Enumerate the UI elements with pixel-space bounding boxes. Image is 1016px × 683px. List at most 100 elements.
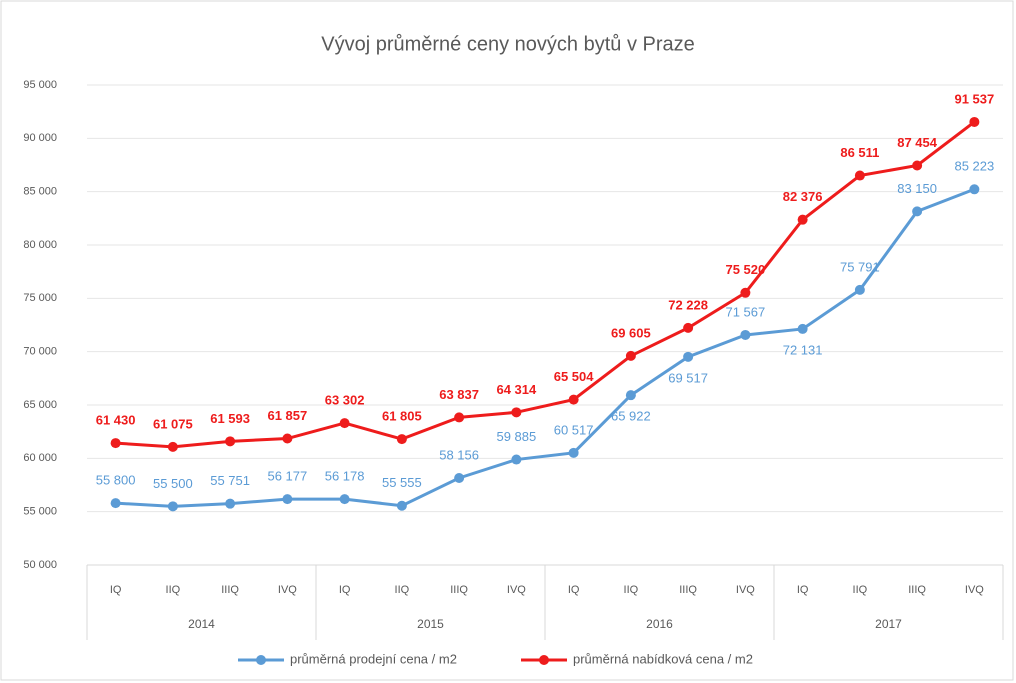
data-label: 61 857 [267, 408, 307, 423]
y-tick-label: 85 000 [23, 186, 57, 198]
x-tick-label: IVQ [507, 584, 526, 596]
data-label: 72 131 [783, 342, 823, 357]
x-tick-label: IIQ [166, 584, 181, 596]
data-label: 63 837 [439, 387, 479, 402]
x-tick-label: IQ [797, 584, 809, 596]
data-label: 61 430 [96, 413, 136, 428]
x-tick-label: IIQ [624, 584, 639, 596]
data-label: 59 885 [496, 429, 536, 444]
legend-label: průměrná prodejní cena / m2 [290, 651, 457, 666]
data-point [969, 116, 980, 127]
x-tick-label: IQ [568, 584, 580, 596]
x-tick-label: IVQ [278, 584, 297, 596]
series-line [115, 187, 975, 508]
data-label: 55 800 [96, 473, 136, 488]
data-label: 71 567 [725, 304, 765, 319]
data-point [110, 498, 121, 509]
data-label: 60 517 [554, 422, 594, 437]
data-label: 61 075 [153, 416, 193, 431]
x-group-label: 2017 [875, 617, 902, 631]
y-tick-label: 70 000 [23, 346, 57, 358]
data-label: 61 593 [210, 411, 250, 426]
x-group-label: 2015 [417, 617, 444, 631]
data-label: 65 504 [554, 369, 595, 384]
data-label: 65 922 [611, 409, 651, 424]
legend-marker [539, 655, 549, 665]
x-tick-label: IVQ [736, 584, 755, 596]
data-point [854, 284, 865, 295]
x-tick-label: IQ [110, 584, 122, 596]
data-point [912, 206, 923, 217]
data-point [912, 160, 923, 171]
data-point [396, 434, 407, 445]
data-label: 56 177 [267, 469, 307, 484]
data-label: 83 150 [897, 181, 937, 196]
x-tick-label: IVQ [965, 584, 984, 596]
data-label: 69 517 [668, 370, 708, 385]
y-tick-label: 90 000 [23, 132, 57, 144]
data-label: 55 751 [210, 473, 250, 488]
x-tick-label: IIIQ [450, 584, 468, 596]
x-tick-label: IIIQ [908, 584, 926, 596]
x-group-label: 2016 [646, 617, 673, 631]
data-point [282, 433, 293, 444]
y-tick-label: 65 000 [23, 399, 57, 411]
data-point [568, 394, 579, 405]
data-label: 87 454 [897, 135, 938, 150]
data-point [797, 214, 808, 225]
data-point [854, 170, 865, 181]
data-point [339, 418, 350, 429]
data-label: 91 537 [954, 91, 994, 106]
data-label: 82 376 [783, 189, 823, 204]
data-point [625, 390, 636, 401]
y-tick-label: 60 000 [23, 452, 57, 464]
legend-marker [256, 655, 266, 665]
data-point [396, 500, 407, 511]
data-point [167, 441, 178, 452]
data-label: 85 223 [954, 159, 994, 174]
data-point [740, 287, 751, 298]
series-line [115, 120, 976, 449]
x-tick-label: IQ [339, 584, 351, 596]
data-point [969, 184, 980, 195]
y-tick-label: 80 000 [23, 239, 57, 251]
data-point [225, 436, 236, 447]
data-point [282, 494, 293, 505]
data-point [167, 501, 178, 512]
data-point [339, 494, 350, 505]
data-point [454, 473, 465, 484]
data-label: 72 228 [668, 297, 708, 312]
x-tick-label: IIIQ [221, 584, 239, 596]
data-label: 55 555 [382, 475, 422, 490]
data-point [568, 447, 579, 458]
data-label: 63 302 [325, 393, 365, 408]
data-point [683, 351, 694, 362]
data-label: 56 178 [325, 469, 365, 484]
y-tick-label: 50 000 [23, 559, 57, 571]
chart-title: Vývoj průměrné ceny nových bytů v Praze [321, 33, 695, 55]
data-label: 64 314 [496, 382, 537, 397]
x-group-label: 2014 [188, 617, 215, 631]
data-point [225, 498, 236, 509]
legend-label: průměrná nabídková cena / m2 [573, 651, 753, 666]
data-point [511, 407, 522, 418]
x-tick-label: IIIQ [679, 584, 697, 596]
data-point [797, 323, 808, 334]
data-label: 55 500 [153, 476, 193, 491]
y-tick-label: 75 000 [23, 292, 57, 304]
y-tick-label: 95 000 [23, 79, 57, 91]
y-tick-label: 55 000 [23, 506, 57, 518]
x-tick-label: IIQ [853, 584, 868, 596]
data-label: 58 156 [439, 447, 479, 462]
data-label: 75 791 [840, 259, 880, 274]
data-label: 86 511 [840, 145, 879, 160]
data-label: 75 520 [725, 262, 765, 277]
data-point [454, 412, 465, 423]
x-tick-label: IIQ [395, 584, 410, 596]
data-label: 69 605 [611, 325, 651, 340]
data-point [511, 454, 522, 465]
data-point [110, 438, 121, 449]
data-point [683, 322, 694, 333]
